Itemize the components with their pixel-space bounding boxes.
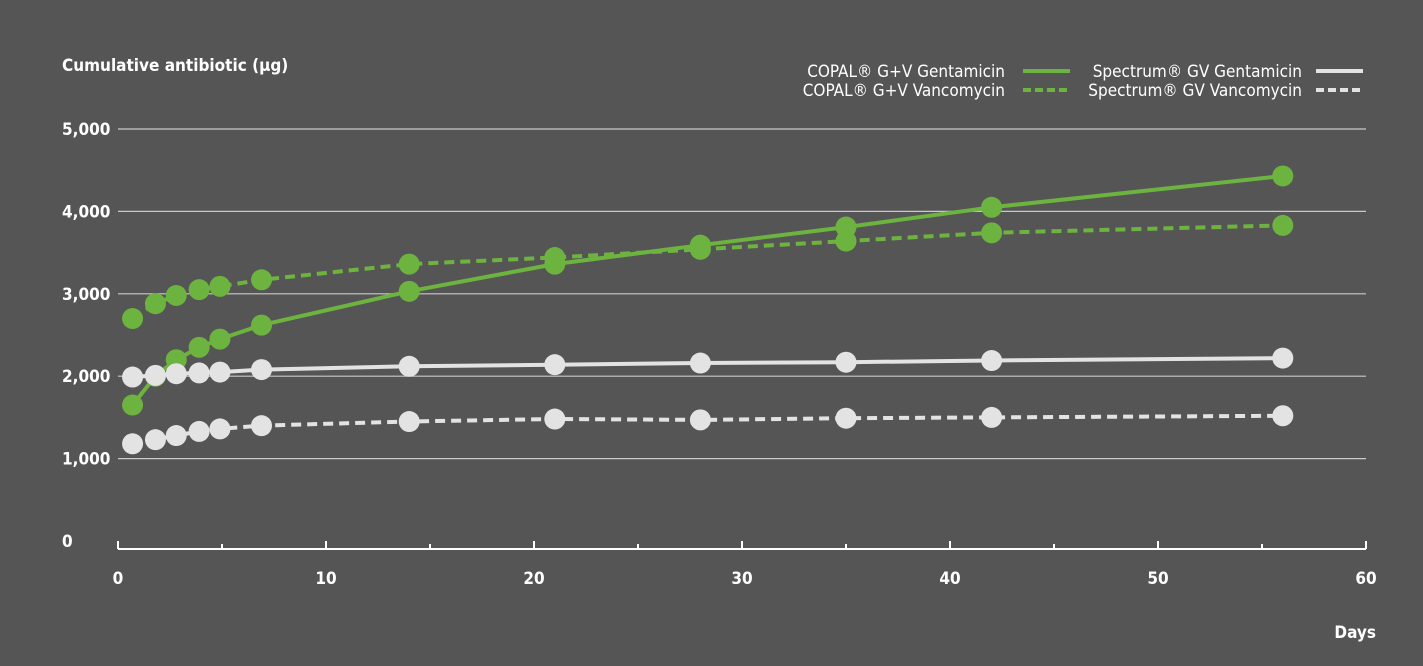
data-point <box>122 394 144 416</box>
data-point <box>689 352 711 374</box>
data-point <box>251 359 273 381</box>
data-point <box>1272 405 1294 427</box>
legend-label: COPAL® G+V Vancomycin <box>803 81 1005 101</box>
data-point <box>251 269 273 291</box>
data-point <box>981 196 1003 218</box>
data-point <box>188 279 210 301</box>
data-point <box>122 366 144 388</box>
series-1 <box>122 214 1294 330</box>
data-point <box>835 351 857 373</box>
data-point <box>188 420 210 442</box>
data-point <box>1272 347 1294 369</box>
data-series <box>122 165 1294 455</box>
data-point <box>165 425 187 447</box>
x-tick-label: 40 <box>939 569 960 589</box>
x-tick-label: 50 <box>1147 569 1168 589</box>
data-point <box>251 314 273 336</box>
y-axis-title: Cumulative antibiotic (µg) <box>62 56 288 76</box>
data-point <box>144 293 166 315</box>
x-tick-label: 0 <box>113 569 124 589</box>
axes: 0 1,000 2,000 3,000 4,000 5,000 0 10 20 30 40 50 60 <box>62 120 1377 589</box>
x-axis-title: Days <box>1334 623 1376 643</box>
data-point <box>689 238 711 260</box>
data-point <box>398 355 420 377</box>
data-point <box>398 280 420 302</box>
data-point <box>981 350 1003 372</box>
data-point <box>981 222 1003 244</box>
data-point <box>544 408 566 430</box>
data-point <box>398 253 420 275</box>
data-point <box>122 308 144 330</box>
data-point <box>835 407 857 429</box>
data-point <box>165 284 187 306</box>
data-point <box>981 406 1003 428</box>
y-tick-label: 0 <box>62 532 73 552</box>
x-tick-label: 60 <box>1355 569 1376 589</box>
data-point <box>689 409 711 431</box>
data-point <box>209 361 231 383</box>
legend-label: Spectrum® GV Vancomycin <box>1088 81 1302 101</box>
data-point <box>188 336 210 358</box>
x-tick-label: 10 <box>315 569 336 589</box>
data-point <box>1272 165 1294 187</box>
data-point <box>398 411 420 433</box>
y-tick-label: 2,000 <box>62 367 110 387</box>
data-point <box>144 429 166 451</box>
data-point <box>1272 214 1294 236</box>
data-point <box>544 354 566 376</box>
data-point <box>122 433 144 455</box>
series-3 <box>122 405 1294 455</box>
x-tick-label: 30 <box>731 569 752 589</box>
y-tick-label: 3,000 <box>62 285 110 305</box>
legend-label: COPAL® G+V Gentamicin <box>807 62 1005 82</box>
data-point <box>144 364 166 386</box>
x-tick-label: 20 <box>523 569 544 589</box>
series-line <box>131 223 1283 321</box>
legend-label: Spectrum® GV Gentamicin <box>1093 62 1302 82</box>
gridlines <box>118 128 1366 460</box>
data-point <box>209 418 231 440</box>
data-point <box>165 363 187 385</box>
y-tick-label: 1,000 <box>62 450 110 470</box>
data-point <box>209 328 231 350</box>
data-point <box>188 362 210 384</box>
data-point <box>544 247 566 269</box>
y-tick-label: 4,000 <box>62 202 110 222</box>
data-point <box>209 275 231 297</box>
data-point <box>835 230 857 252</box>
y-tick-label: 5,000 <box>62 120 110 140</box>
data-point <box>251 415 273 437</box>
series-2 <box>122 347 1294 388</box>
